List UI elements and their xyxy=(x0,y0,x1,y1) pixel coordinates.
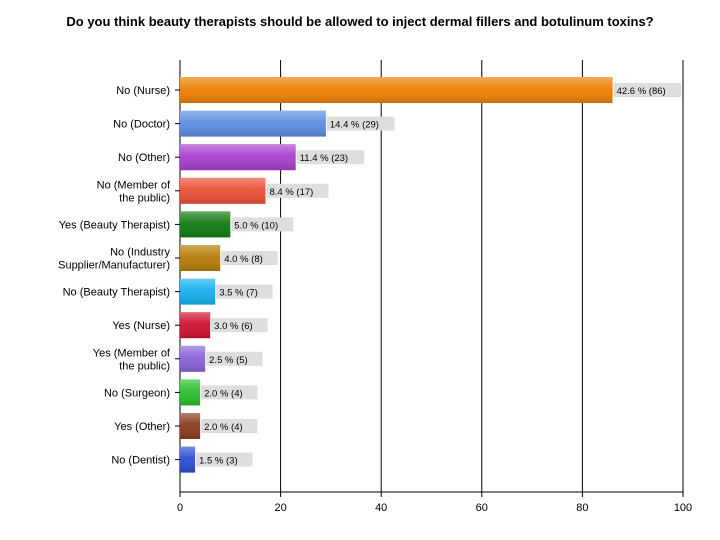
data-label: 2.0 % (4) xyxy=(204,388,243,399)
labels: 0 20 40 60 80 100 42.6 % (86) No (Nurse) 14.4 % … xyxy=(58,83,692,514)
bar-sheen xyxy=(180,379,201,406)
bar-sheen xyxy=(180,211,231,238)
data-label-bg xyxy=(296,150,365,165)
bar-sheen xyxy=(180,446,196,473)
bar-sheen xyxy=(180,77,613,103)
x-tick-label: 80 xyxy=(576,502,588,514)
data-label: 11.4 % (23) xyxy=(300,153,348,164)
category-label: No (Other) xyxy=(118,152,170,164)
data-label: 3.5 % (7) xyxy=(219,288,258,299)
category-label: No (Member of the public) xyxy=(97,179,171,204)
data-label: 2.0 % (4) xyxy=(204,422,243,433)
bar-sheen xyxy=(180,177,266,204)
data-label: 2.5 % (5) xyxy=(209,355,248,366)
data-label: 8.4 % (17) xyxy=(270,187,314,198)
data-label: 1.5 % (3) xyxy=(199,456,238,467)
x-tick-label: 20 xyxy=(274,502,286,514)
category-label: Yes (Other) xyxy=(114,421,170,433)
category-label: No (Beauty Therapist) xyxy=(63,287,170,299)
bar-sheen xyxy=(180,144,296,171)
category-label: No (Nurse) xyxy=(116,85,170,97)
data-label-bg xyxy=(326,116,395,131)
bar xyxy=(180,312,211,339)
data-label: 3.0 % (6) xyxy=(214,321,253,332)
bar xyxy=(180,177,266,204)
data-label-bg xyxy=(221,251,278,265)
data-label-bg xyxy=(206,351,263,366)
category-label: Yes (Member of the public) xyxy=(93,347,171,372)
category-label: No (Surgeon) xyxy=(104,387,170,399)
data-label-bg xyxy=(201,419,258,433)
bar-sheen xyxy=(180,413,201,439)
data-label-bg xyxy=(211,318,268,333)
bar xyxy=(180,446,196,473)
chart-title: Do you think beauty therapists should be… xyxy=(66,14,654,29)
bar xyxy=(180,110,326,137)
bar xyxy=(180,77,613,103)
bar-sheen xyxy=(180,345,206,372)
bars xyxy=(180,77,613,473)
data-label: 14.4 % (29) xyxy=(330,120,379,131)
bar xyxy=(180,211,231,238)
data-label-bg xyxy=(231,217,294,232)
data-label-bg xyxy=(613,83,682,97)
x-tick-label: 100 xyxy=(674,502,692,514)
bar-sheen xyxy=(180,110,326,137)
x-tick-label: 60 xyxy=(476,502,488,514)
bar xyxy=(180,245,221,271)
data-label: 42.6 % (86) xyxy=(617,86,666,97)
x-tick-label: 40 xyxy=(375,502,387,514)
category-label: Yes (Nurse) xyxy=(112,320,170,332)
bar-sheen xyxy=(180,278,216,305)
bar xyxy=(180,278,216,305)
bar xyxy=(180,345,206,372)
category-label: No (Industry Supplier/Manufacturer) xyxy=(58,247,170,272)
category-label: Yes (Beauty Therapist) xyxy=(59,219,170,231)
data-label-bg xyxy=(266,183,329,198)
data-label: 4.0 % (8) xyxy=(224,254,263,265)
data-label-bg xyxy=(196,452,253,467)
data-label: 5.0 % (10) xyxy=(234,220,278,231)
bar-sheen xyxy=(180,245,221,271)
bar xyxy=(180,413,201,439)
x-tick-label: 0 xyxy=(177,502,183,514)
category-label: No (Doctor) xyxy=(113,119,170,131)
bar-sheen xyxy=(180,312,211,339)
bar xyxy=(180,379,201,406)
data-label-bg xyxy=(216,284,273,299)
data-label-bg xyxy=(201,385,258,400)
category-label: No (Dentist) xyxy=(111,455,170,467)
bar xyxy=(180,144,296,171)
axes xyxy=(175,89,684,497)
